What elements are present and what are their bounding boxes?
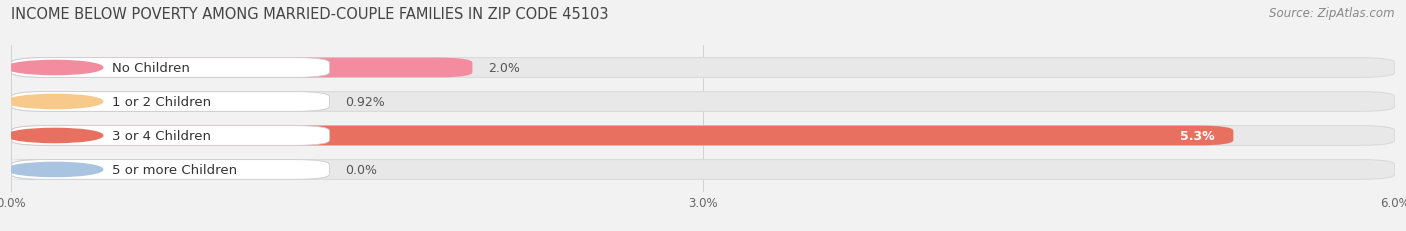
- FancyBboxPatch shape: [4, 160, 46, 179]
- FancyBboxPatch shape: [11, 58, 1395, 78]
- FancyBboxPatch shape: [11, 58, 329, 78]
- Circle shape: [7, 163, 103, 177]
- Text: 0.92%: 0.92%: [346, 96, 385, 109]
- FancyBboxPatch shape: [11, 92, 224, 112]
- FancyBboxPatch shape: [11, 92, 329, 112]
- Circle shape: [7, 129, 103, 143]
- FancyBboxPatch shape: [11, 160, 1395, 179]
- Text: No Children: No Children: [112, 62, 190, 75]
- Text: 1 or 2 Children: 1 or 2 Children: [112, 96, 211, 109]
- Text: INCOME BELOW POVERTY AMONG MARRIED-COUPLE FAMILIES IN ZIP CODE 45103: INCOME BELOW POVERTY AMONG MARRIED-COUPL…: [11, 7, 609, 22]
- FancyBboxPatch shape: [11, 160, 329, 179]
- Text: 5 or more Children: 5 or more Children: [112, 163, 238, 176]
- FancyBboxPatch shape: [11, 92, 1395, 112]
- FancyBboxPatch shape: [11, 126, 1233, 146]
- Circle shape: [7, 95, 103, 109]
- FancyBboxPatch shape: [11, 126, 1395, 146]
- Circle shape: [7, 61, 103, 75]
- Text: Source: ZipAtlas.com: Source: ZipAtlas.com: [1270, 7, 1395, 20]
- Text: 3 or 4 Children: 3 or 4 Children: [112, 129, 211, 142]
- Text: 2.0%: 2.0%: [488, 62, 520, 75]
- FancyBboxPatch shape: [11, 126, 329, 146]
- Text: 5.3%: 5.3%: [1180, 129, 1215, 142]
- FancyBboxPatch shape: [11, 58, 472, 78]
- Text: 0.0%: 0.0%: [346, 163, 378, 176]
